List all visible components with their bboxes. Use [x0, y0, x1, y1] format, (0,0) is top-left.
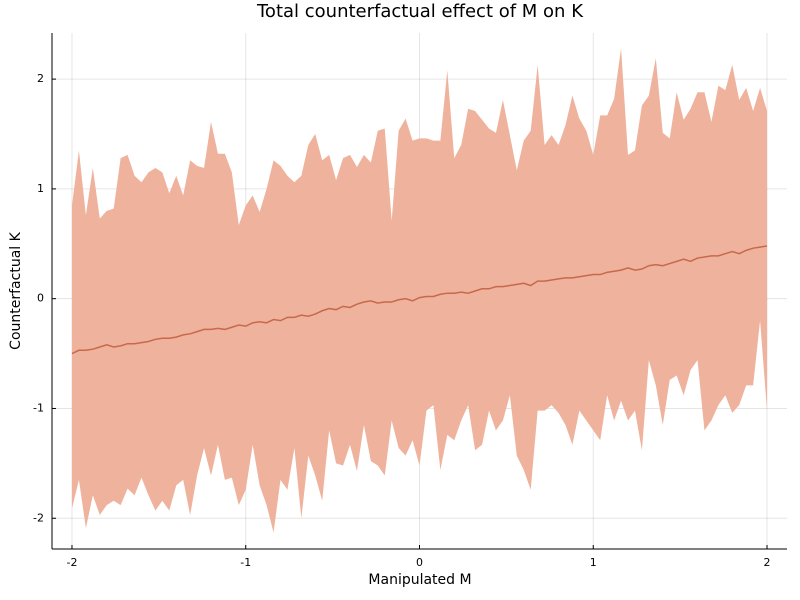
confidence-band [71, 48, 768, 533]
x-tick-label: 0 [416, 556, 423, 569]
line [71, 245, 768, 355]
x-axis-label: Manipulated M [368, 572, 471, 588]
chart-title: Total counterfactual effect of M on K [256, 1, 584, 22]
y-tick-label: -1 [33, 401, 44, 414]
y-axis-label: Counterfactual K [8, 231, 24, 349]
y-tick-label: 2 [37, 72, 44, 85]
x-tick-label: -2 [66, 556, 77, 569]
y-tick-label: 0 [37, 292, 44, 305]
x-tick-label: 1 [590, 556, 597, 569]
x-tick-label: -1 [240, 556, 251, 569]
y-tick-label: -2 [33, 511, 44, 524]
x-tick-label: 2 [764, 556, 771, 569]
y-tick-label: 1 [37, 182, 44, 195]
